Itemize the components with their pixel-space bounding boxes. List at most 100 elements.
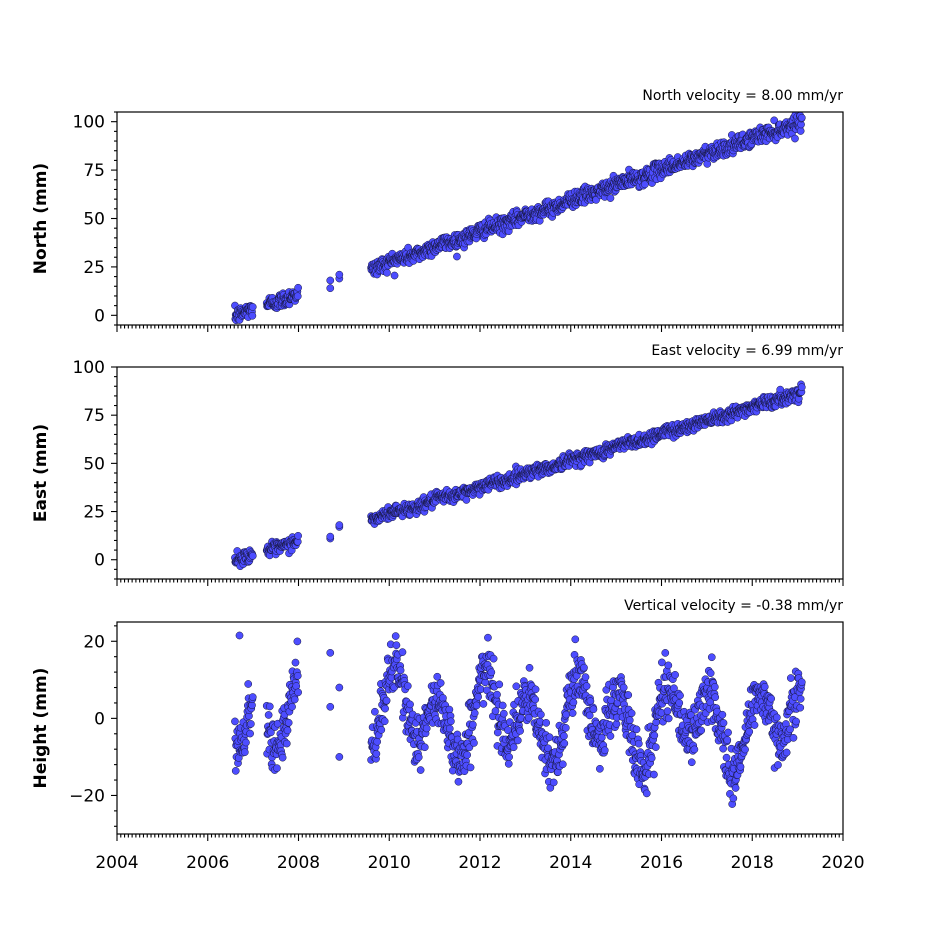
data-point xyxy=(487,668,496,677)
data-point xyxy=(558,760,567,769)
y-tick-label: 75 xyxy=(83,406,105,426)
data-point xyxy=(760,682,769,691)
data-point xyxy=(244,680,253,688)
data-point xyxy=(782,748,791,757)
y-tick-label: 50 xyxy=(83,210,105,230)
data-point xyxy=(676,691,684,700)
data-point xyxy=(283,726,292,735)
data-point xyxy=(335,753,344,761)
data-point xyxy=(729,794,738,803)
data-point xyxy=(403,682,412,690)
data-point xyxy=(568,709,577,717)
x-tick-label: 2012 xyxy=(458,853,501,873)
data-point xyxy=(736,763,745,771)
data-point xyxy=(516,727,524,735)
data-point xyxy=(797,113,806,122)
y-tick-label: 0 xyxy=(94,709,105,729)
data-point xyxy=(635,780,644,789)
data-point xyxy=(545,733,554,742)
data-point xyxy=(675,699,684,707)
data-point xyxy=(282,739,291,748)
points-height xyxy=(231,631,806,808)
data-point xyxy=(493,690,501,699)
data-point xyxy=(606,194,615,202)
data-point xyxy=(597,733,606,742)
data-point xyxy=(290,695,299,704)
data-point xyxy=(499,709,508,718)
panel-east: 0 25 50 75 100 East (mm) East velocity = 6.99 … xyxy=(31,343,844,586)
data-point xyxy=(745,727,754,736)
data-point xyxy=(248,311,257,320)
data-point xyxy=(512,682,521,691)
y-tick-label: 0 xyxy=(94,551,105,571)
data-point xyxy=(293,292,302,301)
data-point xyxy=(335,270,344,279)
y-tick-label: 50 xyxy=(83,454,105,474)
data-point xyxy=(231,767,240,775)
data-point xyxy=(531,685,540,694)
data-point xyxy=(235,631,244,640)
y-axis-label: East (mm) xyxy=(31,424,51,522)
data-point xyxy=(462,496,471,504)
data-point xyxy=(470,709,479,717)
data-point xyxy=(796,695,805,703)
y-tick-label: 75 xyxy=(83,161,105,181)
data-point xyxy=(560,739,569,748)
data-point xyxy=(439,694,447,702)
data-point xyxy=(484,633,492,642)
data-point xyxy=(382,696,391,705)
data-point xyxy=(406,700,414,709)
data-point xyxy=(293,671,302,680)
data-point xyxy=(719,744,727,753)
x-tick-label: 2018 xyxy=(731,853,774,873)
data-point xyxy=(294,688,302,697)
data-point xyxy=(273,764,281,773)
data-point xyxy=(294,283,302,292)
data-point xyxy=(741,745,749,754)
data-point xyxy=(703,160,712,168)
data-point xyxy=(625,716,634,725)
data-point xyxy=(711,693,720,702)
data-point xyxy=(797,383,806,392)
data-point xyxy=(447,717,455,726)
data-point xyxy=(663,707,672,715)
data-point xyxy=(580,663,588,672)
data-point xyxy=(335,521,344,529)
data-point xyxy=(697,726,706,735)
velocity-annotation: East velocity = 6.99 mm/yr xyxy=(651,343,843,359)
data-point xyxy=(294,531,302,540)
data-point xyxy=(474,692,482,701)
data-point xyxy=(420,743,429,752)
data-point xyxy=(248,552,257,560)
points-north xyxy=(231,112,806,325)
data-point xyxy=(710,683,719,691)
data-point xyxy=(284,718,293,727)
data-point xyxy=(380,717,389,726)
data-point xyxy=(498,701,507,710)
data-point xyxy=(719,719,728,727)
data-point xyxy=(414,753,423,762)
data-point xyxy=(326,532,335,541)
data-point xyxy=(264,711,273,719)
y-tick-label: 25 xyxy=(83,503,105,523)
data-point xyxy=(246,729,254,738)
points-east xyxy=(231,380,806,571)
data-point xyxy=(489,654,498,663)
data-point xyxy=(664,661,673,670)
panel-north: 0 25 50 75 100 North (mm) North velocity = 8.0… xyxy=(31,88,844,332)
data-point xyxy=(670,684,678,693)
data-point xyxy=(433,672,442,681)
data-point xyxy=(671,671,679,679)
data-point xyxy=(664,714,673,723)
data-point xyxy=(537,710,545,719)
data-point xyxy=(786,674,795,682)
data-point xyxy=(398,648,407,656)
data-point xyxy=(561,724,570,732)
data-point xyxy=(562,710,571,719)
data-point xyxy=(372,749,381,758)
data-point xyxy=(658,658,666,667)
data-point xyxy=(422,724,431,733)
data-point xyxy=(326,284,335,293)
data-point xyxy=(796,127,805,135)
